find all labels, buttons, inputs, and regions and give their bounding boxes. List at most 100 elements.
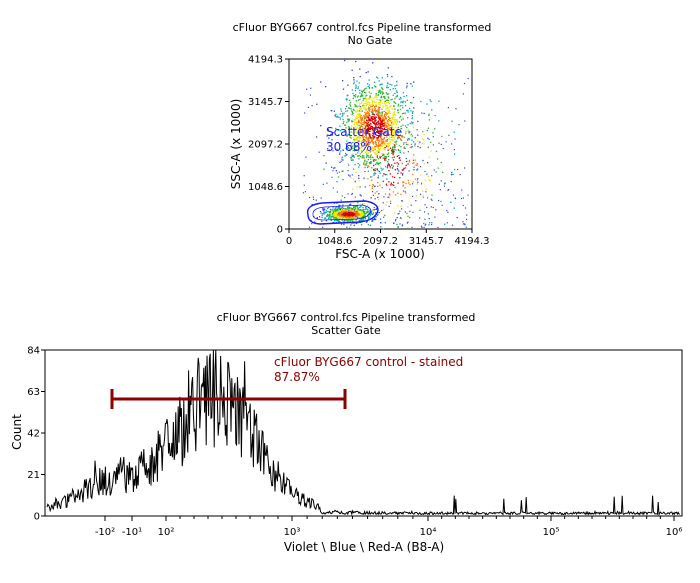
scatter-point (464, 223, 466, 225)
scatter-point (364, 117, 366, 120)
scatter-point (375, 122, 377, 124)
scatter-point (364, 132, 366, 134)
scatter-point (329, 215, 331, 217)
scatter-point (358, 145, 361, 147)
scatter-point (388, 164, 390, 166)
scatter-point (342, 118, 344, 121)
scatter-point (458, 124, 460, 126)
scatter-point (336, 202, 338, 204)
scatter-point (342, 170, 344, 172)
scatter-point (357, 133, 359, 135)
scatter-point (377, 170, 379, 172)
scatter-point (403, 146, 405, 148)
scatter-point (357, 115, 359, 117)
scatter-point (440, 143, 442, 145)
scatter-point (381, 83, 383, 85)
scatter-point (354, 95, 356, 97)
scatter-point (342, 80, 344, 82)
scatter-point (384, 193, 387, 195)
scatter-point (446, 210, 448, 212)
scatter-point (368, 101, 370, 104)
scatter-point (356, 117, 359, 119)
scatter-point (330, 216, 332, 218)
scatter-point (313, 198, 315, 201)
histogram-x-ticks: -10² -10¹ 10² 10³ 10⁴ 10⁵ 10⁶ (95, 516, 682, 538)
scatter-point (357, 209, 359, 211)
scatter-point (365, 206, 367, 208)
scatter-point (377, 213, 379, 215)
scatter-point (374, 129, 376, 131)
scatter-point (381, 114, 384, 117)
scatter-point (323, 208, 325, 210)
scatter-point (438, 120, 440, 122)
scatter-point (367, 122, 369, 124)
scatter-point (452, 194, 454, 196)
scatter-point (363, 115, 365, 117)
scatter-point (368, 114, 370, 116)
scatter-point (365, 107, 367, 109)
scatter-point (366, 211, 368, 213)
scatter-point (397, 192, 399, 194)
scatter-point (391, 131, 393, 133)
scatter-point (381, 99, 383, 101)
scatter-point (341, 219, 344, 221)
scatter-point (401, 225, 403, 227)
scatter-point (382, 180, 384, 182)
scatter-point (364, 186, 366, 188)
scatter-point (369, 108, 371, 111)
scatter-point (399, 151, 401, 154)
scatter-point (426, 103, 428, 105)
scatter-point (335, 213, 337, 215)
scatter-point (378, 111, 380, 113)
scatter-point (378, 212, 380, 214)
scatter-point (430, 198, 432, 200)
histogram-title: cFluor BYG667 control.fcs Pipeline trans… (217, 311, 476, 324)
scatter-point (385, 157, 387, 160)
scatter-point (368, 155, 370, 157)
scatter-point (403, 168, 405, 170)
scatter-point (368, 117, 370, 119)
scatter-point (383, 128, 385, 130)
scatter-point (380, 167, 382, 169)
scatter-point (371, 113, 374, 115)
scatter-point (344, 213, 346, 215)
scatter-point (404, 211, 406, 213)
scatter-point (400, 125, 402, 127)
scatter-point (385, 204, 387, 206)
scatter-point (375, 216, 377, 218)
scatter-point (354, 130, 356, 132)
scatter-point (341, 158, 343, 160)
scatter-point (334, 217, 336, 219)
scatter-point (393, 132, 395, 134)
scatter-point (440, 200, 442, 203)
scatter-point (394, 129, 396, 131)
scatter-point (355, 129, 357, 131)
scatter-point (366, 153, 368, 155)
scatter-point (360, 130, 362, 132)
scatter-point (378, 198, 380, 201)
scatter-point (359, 68, 361, 70)
scatter-point (397, 182, 399, 184)
scatter-point (454, 168, 456, 171)
scatter-point (340, 210, 342, 213)
scatter-point (407, 179, 409, 182)
scatter-point (377, 182, 379, 184)
scatter-point (332, 150, 334, 152)
scatter-point (382, 88, 384, 90)
scatter-point (345, 143, 347, 145)
scatter-point (340, 110, 343, 112)
scatter-point (430, 100, 432, 103)
scatter-point (375, 218, 377, 221)
scatter-point (428, 218, 430, 220)
scatter-point (381, 125, 383, 127)
scatter-point (339, 212, 341, 214)
scatter-point (329, 208, 332, 211)
scatter-point (364, 114, 366, 116)
scatter-point (359, 142, 362, 145)
scatter-point (424, 211, 426, 213)
scatter-point (374, 147, 376, 149)
scatter-point (390, 139, 392, 141)
scatter-point (374, 136, 376, 138)
scatter-point (333, 202, 336, 204)
scatter-point (384, 214, 386, 217)
